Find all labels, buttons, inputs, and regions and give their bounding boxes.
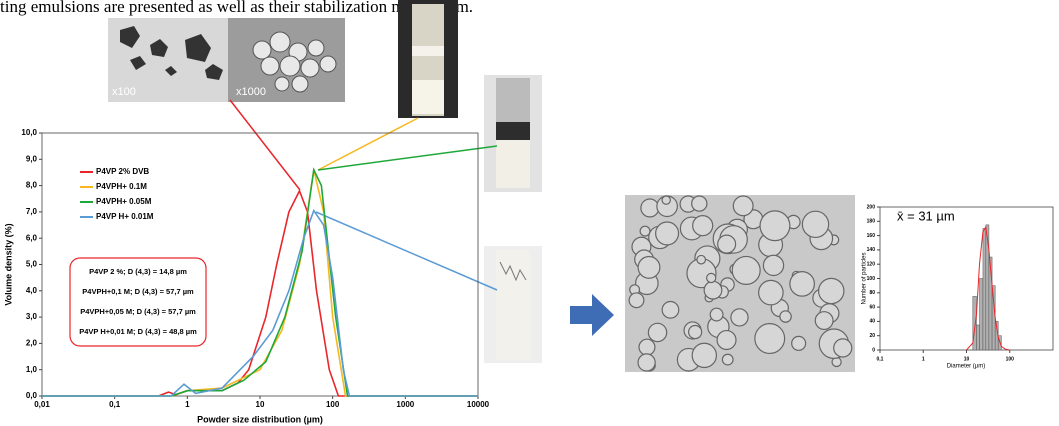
y-tick-label: 60 (869, 304, 875, 310)
histogram-bar (992, 286, 995, 350)
y-tick-label: 200 (867, 204, 876, 210)
y-tick-label: 3,0 (26, 312, 38, 321)
x-axis-label: Powder size distribution (µm) (197, 414, 323, 424)
page: body { margin: 0; background: #fff; widt… (0, 0, 1059, 426)
y-tick-label: 40 (869, 319, 875, 325)
annotation: P4VP 2 %; D (4,3) = 14,8 µm (89, 267, 187, 276)
x-tick-label: 0,1 (877, 356, 884, 362)
y-tick-label: 4,0 (26, 286, 38, 295)
y-tick-label: 8,0 (26, 181, 38, 190)
y-tick-label: 0 (872, 347, 875, 353)
annotation: P4VPH+0,1 M; D (4,3) = 57,7 µm (82, 287, 194, 296)
y-tick-label: 140 (867, 247, 876, 253)
y-tick-label: 2,0 (26, 339, 38, 348)
x-tick-label: 0,01 (34, 400, 50, 409)
histogram-bar (983, 228, 986, 350)
y-tick-label: 0,0 (26, 391, 38, 400)
mean-annotation: x̄ = 31 µm (897, 208, 955, 223)
histogram-bar (976, 325, 979, 350)
y-tick-label: 180 (867, 219, 876, 225)
x-axis-label: Diameter (µm) (947, 364, 985, 370)
y-tick-label: 160 (867, 233, 876, 239)
annotation: P4VPH+0,05 M; D (4,3) = 57,7 µm (80, 307, 196, 316)
y-axis-label: Number of particles (862, 252, 868, 304)
x-tick-label: 100 (1006, 356, 1015, 362)
x-tick-label: 1 (185, 400, 190, 409)
y-tick-label: 7,0 (26, 207, 38, 216)
x-tick-label: 1 (922, 356, 925, 362)
y-tick-label: 100 (867, 276, 876, 282)
vial-photo (484, 246, 542, 363)
legend-label: P4VPH+ 0.05M (96, 197, 152, 206)
y-tick-label: 9,0 (26, 154, 38, 163)
page-body: {"text": "ting emulsions are presented a… (0, 0, 1059, 426)
y-tick-label: 120 (867, 262, 876, 268)
magnification-label: x100 (112, 86, 136, 98)
y-tick-label: 1,0 (26, 365, 38, 374)
histogram-bar (980, 279, 983, 351)
x-tick-label: 10 (964, 356, 970, 362)
y-tick-label: 6,0 (26, 233, 38, 242)
legend-label: P4VP 2% DVB (96, 167, 149, 176)
y-axis-label: Volume density (%) (3, 223, 13, 305)
x-tick-label: 100 (326, 400, 340, 409)
y-tick-label: 80 (869, 290, 875, 296)
x-tick-label: 10000 (467, 400, 490, 409)
annotation: P4VP H+0,01 M; D (4,3) = 48,8 µm (79, 327, 197, 336)
vial-photo (484, 75, 542, 192)
y-tick-label: 20 (869, 333, 875, 339)
magnification-label: x1000 (236, 86, 266, 98)
main-chart: 0,01 0,1 1 10 100 1000 10000 0,0 1,0 2,0 3,0 4,0 5,0… (3, 128, 489, 424)
callout-lines (230, 100, 497, 290)
plot-frame (880, 207, 1053, 350)
legend-label: P4VP H+ 0.01M (96, 212, 154, 221)
x-tick-label: 1000 (396, 400, 414, 409)
histogram-chart: 0,1 1 10 100 0 20 40 60 80 100 120 140 160 180 200 Diam… (862, 204, 1053, 369)
arrow (570, 294, 614, 336)
legend-label: P4VPH+ 0.1M (96, 182, 147, 191)
y-tick-label: 10,0 (21, 128, 37, 137)
x-tick-label: 0,1 (109, 400, 121, 409)
figure: ting emulsions are presented as well as … (0, 0, 1059, 426)
vial-photo (398, 0, 458, 118)
x-tick-label: 10 (256, 400, 265, 409)
y-tick-label: 5,0 (26, 260, 38, 269)
